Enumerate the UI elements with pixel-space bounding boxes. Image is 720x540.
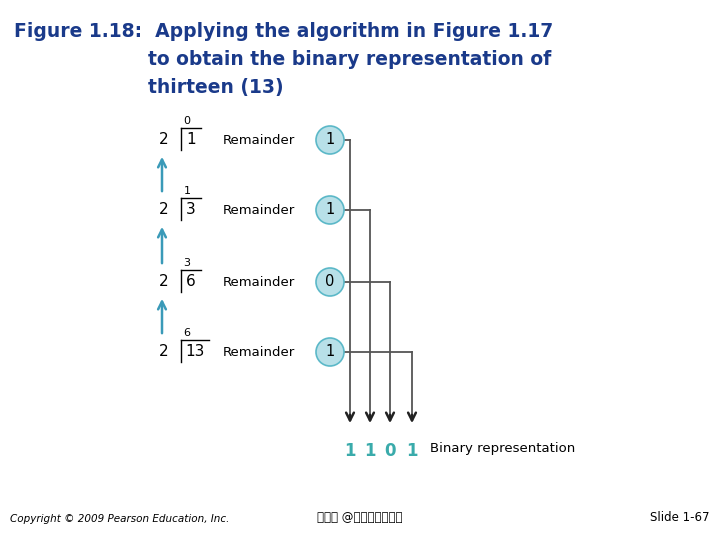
Text: 1: 1 [325, 132, 335, 147]
Circle shape [316, 196, 344, 224]
Text: 1: 1 [406, 442, 418, 460]
Text: thirteen (13): thirteen (13) [148, 78, 284, 97]
Text: Remainder: Remainder [222, 204, 295, 217]
Circle shape [316, 126, 344, 154]
Text: to obtain the binary representation of: to obtain the binary representation of [148, 50, 552, 69]
Circle shape [316, 268, 344, 296]
Text: 13: 13 [185, 345, 204, 360]
Text: 6: 6 [186, 274, 196, 289]
Text: 2: 2 [159, 345, 169, 360]
Text: 2: 2 [159, 274, 169, 289]
Text: 1: 1 [186, 132, 196, 147]
Text: 1: 1 [364, 442, 376, 460]
Text: 蔡文能 @交通大學資工系: 蔡文能 @交通大學資工系 [318, 511, 402, 524]
Text: Slide 1-67: Slide 1-67 [650, 511, 710, 524]
Text: Copyright © 2009 Pearson Education, Inc.: Copyright © 2009 Pearson Education, Inc. [10, 514, 230, 524]
Text: 1: 1 [325, 345, 335, 360]
Text: 0: 0 [325, 274, 335, 289]
Text: 6: 6 [184, 328, 191, 338]
Text: 1: 1 [325, 202, 335, 218]
Text: 2: 2 [159, 202, 169, 218]
Text: Remainder: Remainder [222, 133, 295, 146]
Text: 1: 1 [184, 186, 191, 196]
Text: Remainder: Remainder [222, 275, 295, 288]
Text: 0: 0 [384, 442, 396, 460]
Text: 1: 1 [344, 442, 356, 460]
Text: 3: 3 [186, 202, 196, 218]
Text: Figure 1.18:  Applying the algorithm in Figure 1.17: Figure 1.18: Applying the algorithm in F… [14, 22, 553, 41]
Text: Remainder: Remainder [222, 346, 295, 359]
Text: Binary representation: Binary representation [430, 442, 575, 455]
Text: 0: 0 [184, 116, 191, 126]
Text: 2: 2 [159, 132, 169, 147]
Text: 3: 3 [184, 258, 191, 268]
Circle shape [316, 338, 344, 366]
